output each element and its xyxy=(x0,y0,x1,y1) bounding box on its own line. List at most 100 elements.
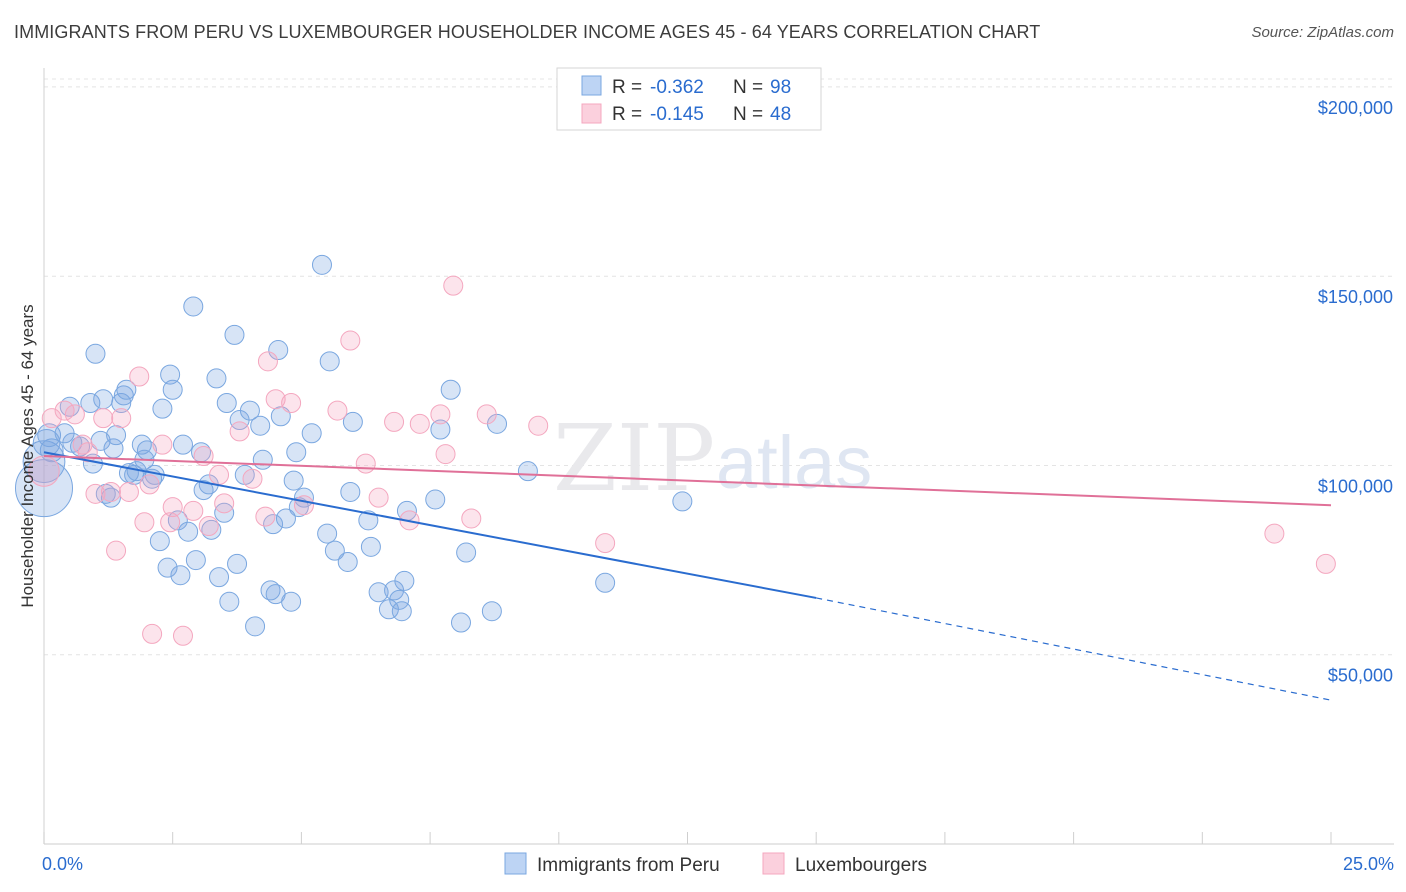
legend-label-lux: Luxembourgers xyxy=(795,855,927,876)
luxembourger-point xyxy=(183,500,204,521)
peru-point xyxy=(80,393,101,414)
stats-r-label-lux: R = xyxy=(612,104,642,125)
peru-point xyxy=(113,385,134,406)
luxembourger-point xyxy=(443,275,464,296)
peru-point xyxy=(311,254,332,275)
stats-n-label-lux: N = xyxy=(733,104,763,125)
peru-point xyxy=(152,398,173,419)
luxembourger-point xyxy=(327,400,348,421)
peru-point xyxy=(263,514,284,535)
y-tick-label: $100,000 xyxy=(1318,476,1393,496)
stats-r-value-peru: -0.362 xyxy=(650,77,704,98)
luxembourger-point xyxy=(85,483,106,504)
legend-swatch-lux xyxy=(762,852,785,875)
peru-point xyxy=(450,612,471,633)
luxembourger-point xyxy=(257,351,278,372)
luxembourger-point xyxy=(293,495,314,516)
luxembourger-point xyxy=(340,330,361,351)
legend-item-lux[interactable]: Luxembourgers xyxy=(762,852,927,876)
luxembourger-point xyxy=(214,493,235,514)
peru-point xyxy=(324,540,345,561)
peru-point xyxy=(337,551,358,572)
luxembourger-point xyxy=(384,411,405,432)
peru-point xyxy=(93,389,114,410)
luxembourger-point xyxy=(106,540,127,561)
luxembourger-point xyxy=(64,404,85,425)
peru-point xyxy=(209,567,230,588)
luxembourger-point xyxy=(162,497,183,518)
luxembourger-point xyxy=(209,464,230,485)
watermark-atlas: atlas xyxy=(716,421,872,504)
peru-point xyxy=(456,542,477,563)
luxembourger-point xyxy=(242,468,263,489)
luxembourger-point xyxy=(93,408,114,429)
luxembourger-point xyxy=(139,474,160,495)
luxembourger-point xyxy=(528,415,549,436)
x-tick-label: 0.0% xyxy=(42,854,83,874)
peru-point xyxy=(106,425,127,446)
peru-point xyxy=(342,411,363,432)
stats-swatch-peru xyxy=(581,75,602,96)
luxembourger-point xyxy=(160,512,181,533)
peru-point xyxy=(172,434,193,455)
peru-point xyxy=(201,519,222,540)
luxembourger-point xyxy=(1264,523,1285,544)
luxembourger-point xyxy=(1315,553,1336,574)
luxembourger-point xyxy=(265,389,286,410)
peru-trend-extension xyxy=(816,597,1332,701)
luxembourger-point xyxy=(430,404,451,425)
peru-point xyxy=(440,379,461,400)
points-layer xyxy=(15,254,1336,646)
peru-point xyxy=(360,536,381,557)
peru-point xyxy=(167,510,188,531)
stats-r-value-lux: -0.145 xyxy=(650,104,704,125)
stats-swatch-lux xyxy=(581,103,602,124)
x-tick-labels: 0.0% 25.0% xyxy=(42,854,1394,874)
peru-point xyxy=(517,461,538,482)
peru-point xyxy=(157,557,178,578)
peru-point xyxy=(340,481,361,502)
peru-point xyxy=(317,523,338,544)
peru-point xyxy=(178,521,199,542)
watermark-zip: ZIP xyxy=(553,405,715,512)
luxembourger-point xyxy=(172,625,193,646)
luxembourger-point xyxy=(193,446,214,466)
peru-point xyxy=(224,324,245,345)
watermark: ZIP atlas xyxy=(553,405,872,512)
peru-point xyxy=(162,379,183,400)
y-axis-label: Householder Income Ages 45 - 64 years xyxy=(18,304,37,607)
luxembourger-point xyxy=(152,434,173,455)
peru-point xyxy=(219,591,240,612)
luxembourger-point xyxy=(476,404,497,425)
legend-item-peru[interactable]: Immigrants from Peru xyxy=(504,852,720,876)
peru-point xyxy=(160,364,181,385)
luxembourger-point xyxy=(255,506,276,527)
stats-box: R = -0.362 N = 98 R = -0.145 N = 48 xyxy=(556,67,822,131)
luxembourger-point xyxy=(435,444,456,465)
peru-point xyxy=(595,572,616,593)
luxembourger-point xyxy=(118,481,139,502)
peru-point xyxy=(394,570,415,591)
peru-point xyxy=(286,442,307,463)
peru-trend-line xyxy=(43,451,817,599)
peru-point xyxy=(100,487,121,508)
peru-point xyxy=(22,440,66,484)
peru-point xyxy=(85,343,106,364)
peru-point xyxy=(111,393,132,414)
peru-point xyxy=(368,582,389,603)
peru-point xyxy=(319,351,340,372)
peru-point xyxy=(391,601,412,622)
peru-point xyxy=(275,508,296,529)
peru-point xyxy=(250,415,271,436)
y-tick-labels: $50,000 $100,000 $150,000 $200,000 xyxy=(1318,98,1393,686)
peru-point xyxy=(206,368,227,389)
peru-point xyxy=(245,616,266,637)
peru-point xyxy=(283,470,304,491)
peru-point xyxy=(301,423,322,444)
y-tick-label: $50,000 xyxy=(1328,666,1393,686)
luxembourger-point xyxy=(368,487,389,508)
peru-point xyxy=(430,419,451,440)
peru-point xyxy=(37,423,62,448)
grid-layer xyxy=(44,78,1394,656)
luxembourger-point xyxy=(281,393,302,414)
